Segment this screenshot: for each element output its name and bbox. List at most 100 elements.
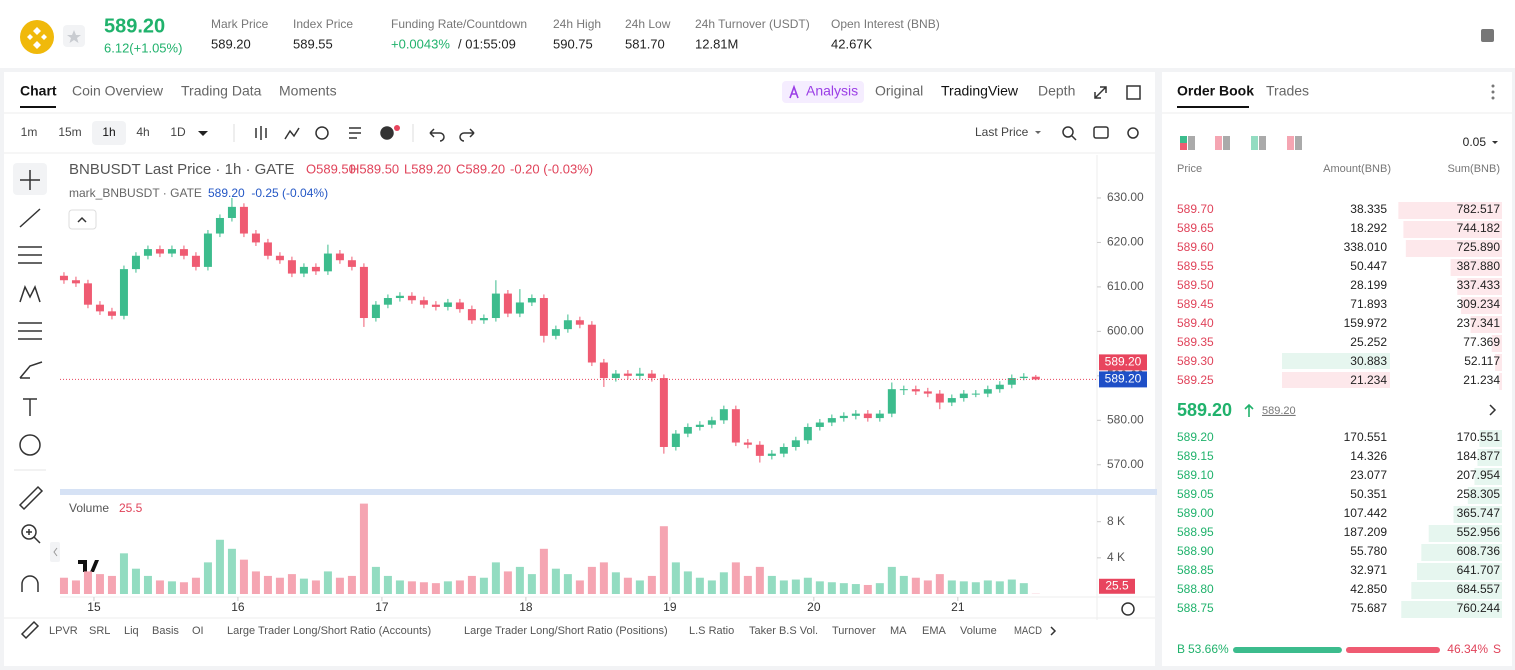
- search-icon[interactable]: [1062, 126, 1074, 138]
- view-tab[interactable]: Analysis: [806, 83, 858, 99]
- depth-bar: [1403, 221, 1502, 238]
- indicator[interactable]: OI: [192, 625, 204, 637]
- pattern-tool[interactable]: [19, 285, 41, 303]
- fib-tool[interactable]: [18, 246, 42, 264]
- indicator[interactable]: Taker B.S Vol.: [749, 625, 818, 637]
- ob-amount: 14.326: [1350, 449, 1387, 463]
- price-type[interactable]: Last Price: [975, 125, 1029, 139]
- depth-bar: [1457, 278, 1502, 295]
- indicator[interactable]: Turnover: [832, 625, 876, 637]
- candle-body: [839, 415, 848, 419]
- volume-bar: [635, 580, 644, 594]
- ohlc-legend: H589.50: [350, 161, 399, 176]
- ob-price: 589.55: [1177, 259, 1214, 273]
- view-tab[interactable]: TradingView: [941, 83, 1019, 99]
- candle-body: [251, 233, 260, 243]
- indicator[interactable]: Large Trader Long/Short Ratio (Accounts): [227, 625, 431, 637]
- interval[interactable]: 15m: [58, 125, 81, 139]
- book-icon[interactable]: [1481, 29, 1494, 42]
- ob-sum: 552.956: [1457, 525, 1501, 539]
- indicator[interactable]: Basis: [152, 625, 179, 637]
- indicator[interactable]: LPVR: [49, 625, 78, 637]
- redo-icon[interactable]: [459, 128, 475, 142]
- candle-body: [383, 298, 392, 305]
- indicator[interactable]: SRL: [89, 625, 110, 637]
- emoji-tool[interactable]: [19, 434, 41, 456]
- text-tool[interactable]: [23, 398, 37, 416]
- ob-sum: 641.707: [1457, 563, 1501, 577]
- scroll-button[interactable]: [50, 542, 60, 562]
- chart-tab[interactable]: Trading Data: [181, 83, 262, 99]
- indicator-icon[interactable]: [284, 127, 300, 140]
- ob-price: 589.10: [1177, 468, 1214, 482]
- projection-tool[interactable]: [18, 322, 42, 340]
- axis-settings[interactable]: [1121, 602, 1135, 616]
- candle-icon[interactable]: [255, 126, 267, 140]
- indicator[interactable]: MA: [890, 625, 907, 637]
- indicator[interactable]: L.S Ratio: [689, 625, 734, 637]
- line-tool[interactable]: [19, 208, 41, 228]
- candle-body: [311, 266, 320, 272]
- volume-bar: [923, 580, 932, 594]
- chart-tab[interactable]: Moments: [279, 83, 337, 99]
- undo-icon[interactable]: [429, 128, 445, 142]
- zoom-tool[interactable]: [21, 524, 37, 540]
- settings-icon[interactable]: [1127, 127, 1139, 139]
- crosshair-tool[interactable]: [20, 170, 40, 190]
- ob-sum: 760.244: [1457, 601, 1501, 615]
- expand-icon[interactable]: [1489, 404, 1497, 416]
- interval[interactable]: 1D: [170, 125, 186, 139]
- chart-tab[interactable]: Chart: [20, 83, 57, 99]
- interval[interactable]: 1m: [21, 125, 38, 139]
- ob-sum: 782.517: [1457, 202, 1501, 216]
- candle-body: [695, 424, 704, 427]
- ob-amount: 30.883: [1350, 354, 1387, 368]
- ob-sum: 77.369: [1463, 335, 1500, 349]
- buy-pct: 53.66%: [1188, 642, 1229, 656]
- indicator[interactable]: MACD: [1014, 625, 1042, 637]
- volume-bar: [671, 562, 680, 594]
- ruler-tool[interactable]: [18, 485, 44, 511]
- candle-body: [83, 283, 92, 305]
- tick-size[interactable]: 0.05: [1463, 135, 1487, 149]
- mark-price-tag: [1099, 371, 1147, 388]
- ob-tab[interactable]: Trades: [1266, 83, 1309, 99]
- ob-amount: 107.442: [1344, 506, 1388, 520]
- depth-bar: [1479, 430, 1502, 447]
- indicator[interactable]: Liq: [124, 625, 139, 637]
- indicator[interactable]: Large Trader Long/Short Ratio (Positions…: [464, 625, 668, 637]
- volume-bar: [407, 581, 416, 594]
- template-icon[interactable]: [349, 127, 361, 139]
- brush-tool[interactable]: [19, 361, 43, 379]
- fullscreen-icon[interactable]: [1094, 86, 1107, 99]
- more-indicators[interactable]: [1050, 626, 1057, 636]
- indicator[interactable]: EMA: [922, 625, 947, 637]
- ob-sum: 337.433: [1457, 278, 1501, 292]
- volume-bar: [143, 575, 152, 594]
- camera-icon[interactable]: [1093, 126, 1109, 139]
- lock-tool[interactable]: [20, 620, 40, 640]
- add-icon[interactable]: [380, 126, 394, 140]
- chart-tab[interactable]: Coin Overview: [72, 83, 164, 99]
- view-tab[interactable]: Original: [875, 83, 923, 99]
- volume-bar: [827, 582, 836, 594]
- depth-bar: [1398, 202, 1502, 219]
- ob-tab[interactable]: Order Book: [1177, 83, 1254, 99]
- window-icon[interactable]: [1126, 85, 1141, 100]
- candle-body: [155, 249, 164, 254]
- ob-amount: 338.010: [1344, 240, 1388, 254]
- ob-price: 589.20: [1177, 430, 1214, 444]
- volume-bar: [479, 577, 488, 594]
- more-menu[interactable]: [1491, 84, 1495, 100]
- view-tab[interactable]: Depth: [1038, 83, 1075, 99]
- replay-icon[interactable]: [315, 126, 329, 140]
- candle-body: [887, 389, 896, 414]
- interval[interactable]: 4h: [136, 125, 149, 139]
- magnet-tool[interactable]: [21, 575, 39, 592]
- interval[interactable]: 1h: [102, 125, 115, 139]
- stat-value: 590.75: [553, 36, 593, 51]
- volume-bar: [203, 562, 212, 594]
- ob-amount: 25.252: [1350, 335, 1387, 349]
- indicator[interactable]: Volume: [960, 625, 997, 637]
- candle-body: [191, 255, 200, 267]
